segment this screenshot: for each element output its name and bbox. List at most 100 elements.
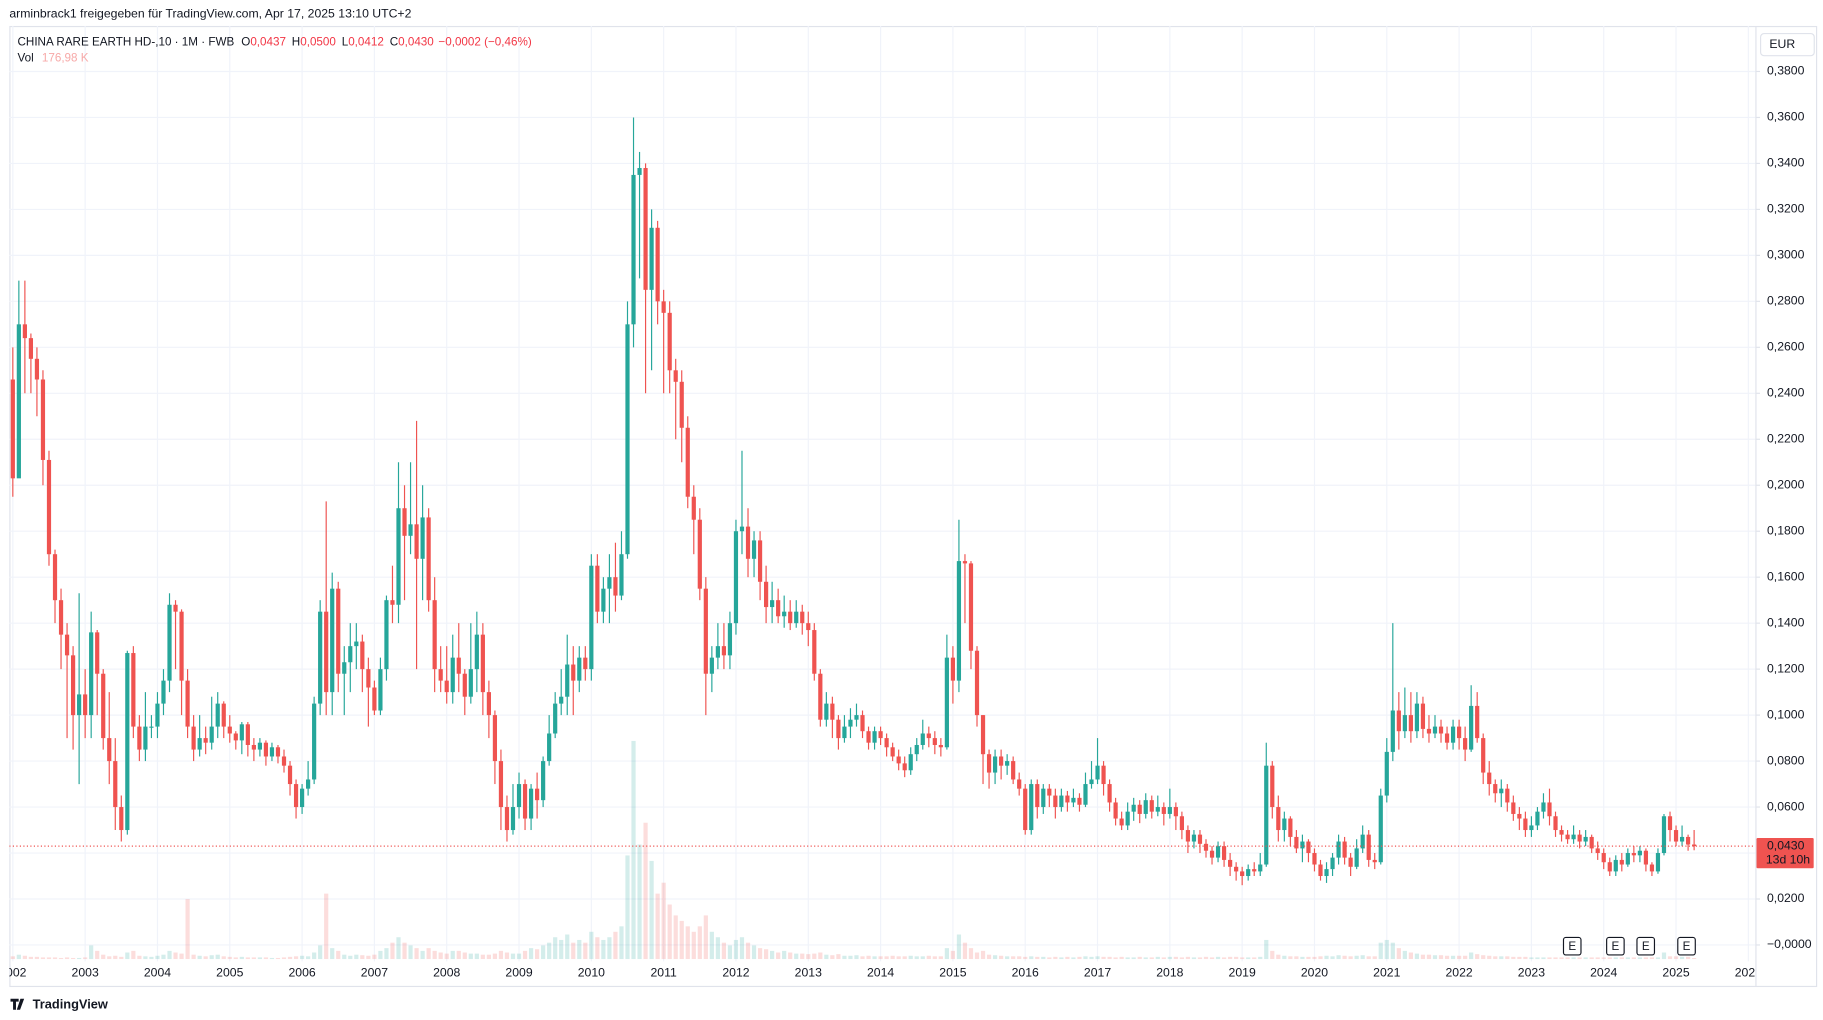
volume-bar (46, 957, 52, 960)
volume-bar (34, 956, 40, 960)
volume-bar (1312, 956, 1317, 960)
volume-bar (547, 942, 552, 960)
volume-bar (589, 931, 594, 960)
candle-body (131, 653, 136, 727)
volume-bar (1215, 956, 1221, 960)
candle-body (34, 358, 40, 380)
candle-body (878, 731, 883, 739)
candle-body (1276, 807, 1281, 831)
candle-body (40, 379, 46, 460)
candle-body (956, 561, 962, 681)
candle-body (932, 738, 937, 745)
volume-bar (1517, 956, 1522, 960)
candle-body (70, 655, 76, 716)
symbol: CHINA RARE EARTH HD-,10 · 1M · FWB (17, 35, 234, 48)
volume-bar (498, 950, 504, 960)
candle-body (685, 427, 690, 497)
volume-bar (999, 955, 1004, 960)
volume-bar (28, 956, 34, 960)
volume-bar (1089, 956, 1094, 960)
volume-bar (10, 956, 15, 960)
candle-body (293, 784, 299, 808)
volume-bar (583, 942, 588, 960)
volume-bar (299, 955, 305, 960)
candle-body (125, 653, 130, 831)
volume-bar (601, 939, 606, 960)
volume-bar (770, 950, 775, 960)
volume-bar (1125, 957, 1130, 960)
candle-body (450, 657, 455, 693)
volume-bar (733, 939, 739, 960)
x-tick-label: 2026 (1735, 965, 1762, 979)
chart-frame (9, 25, 1818, 988)
volume-bar (1679, 956, 1685, 960)
candle-body (269, 747, 275, 757)
candle-body (655, 227, 660, 302)
candle-body (402, 508, 407, 536)
volume-bar (185, 899, 190, 960)
y-tick-label: 0,3600 (1767, 110, 1805, 124)
candle-body (1378, 795, 1383, 863)
volume-bar (1499, 956, 1504, 960)
x-tick-label: 2006 (288, 965, 315, 979)
volume-bar (1511, 956, 1516, 960)
volume-bar (215, 954, 220, 960)
candle-body (776, 600, 781, 617)
candle-body (1463, 738, 1468, 750)
candle-body (281, 756, 287, 766)
candle-body (1318, 864, 1323, 877)
volume-bar (1463, 955, 1468, 960)
volume-bar (504, 952, 510, 960)
candle-body (1402, 715, 1407, 732)
candle-body (173, 604, 178, 612)
volume-bar (1107, 956, 1112, 960)
candle-body (1191, 834, 1197, 842)
volume-bar (794, 953, 799, 960)
candle-body (1143, 800, 1148, 814)
volume-bar (402, 942, 407, 960)
volume-bar (492, 953, 498, 960)
candle-body (287, 765, 293, 785)
candle-body (155, 703, 160, 727)
volume-bar (1481, 955, 1486, 960)
volume-bar (1246, 957, 1251, 960)
volume-bar (1059, 957, 1064, 960)
candle-body (535, 788, 540, 801)
volume-bar (553, 937, 558, 960)
volume-bar (757, 948, 763, 960)
candle-body (1511, 802, 1516, 814)
volume-bar (541, 945, 546, 960)
candle-body (1541, 802, 1546, 812)
currency[interactable]: EUR (1769, 37, 1795, 51)
x-tick-label: 2018 (1156, 965, 1183, 979)
volume-bar (1649, 957, 1655, 960)
currency-box[interactable] (1760, 32, 1815, 57)
volume-bar (1318, 956, 1323, 960)
volume-bar (486, 954, 491, 960)
candle-body (896, 756, 901, 764)
volume-bar (619, 926, 624, 960)
candle-body (920, 733, 925, 745)
volume-bar (703, 915, 708, 960)
x-tick-label: 2011 (650, 965, 677, 979)
x-tick-label: 2008 (433, 965, 460, 979)
volume-legend: Vol 176,98 K (17, 52, 88, 65)
candle-body (1059, 795, 1064, 808)
volume-bar (932, 956, 937, 960)
candle-body (101, 673, 106, 739)
volume-bar (884, 956, 889, 960)
volume-bar (1396, 948, 1401, 960)
candle-body (1336, 841, 1341, 858)
candle-body (299, 788, 305, 808)
candle-body (275, 747, 281, 757)
volume-bar (203, 956, 208, 960)
candle-body (727, 623, 733, 656)
volume-bar (697, 926, 702, 960)
candle-body (462, 673, 467, 697)
volume-bar (95, 950, 100, 960)
x-tick-label: 2023 (1518, 965, 1545, 979)
volume-bar (58, 957, 64, 960)
volume-bar (281, 957, 287, 960)
volume-bar (450, 950, 455, 960)
volume-bar (1541, 957, 1546, 960)
